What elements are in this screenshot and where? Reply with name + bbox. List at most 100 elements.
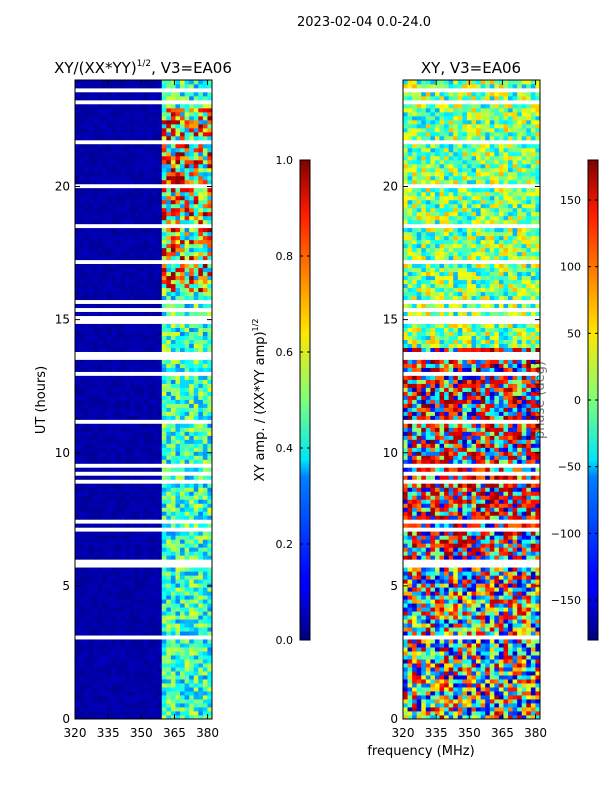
heatmap-cell [175, 359, 181, 364]
heatmap-cell [116, 483, 122, 488]
heatmap-cell [93, 407, 99, 412]
heatmap-cell [512, 639, 518, 644]
heatmap-cell [75, 191, 80, 197]
heatmap-cell [116, 107, 122, 113]
heatmap-cell [439, 651, 445, 656]
heatmap-cell [84, 535, 90, 540]
heatmap-cell [207, 375, 212, 380]
heatmap-cell [189, 119, 195, 125]
heatmap-cell [93, 655, 99, 660]
heatmap-cell [111, 343, 117, 348]
heatmap-cell [84, 475, 90, 480]
heatmap-cell [407, 695, 413, 700]
heatmap-cell [480, 687, 486, 692]
heatmap-cell [207, 83, 212, 89]
heatmap-cell [75, 551, 80, 556]
heatmap-cell [175, 151, 181, 157]
heatmap-cell [439, 647, 445, 652]
heatmap-cell [120, 347, 126, 352]
heatmap-cell [430, 623, 436, 628]
heatmap-cell [152, 623, 158, 628]
heatmap-cell [93, 499, 99, 504]
heatmap-cell [93, 303, 99, 309]
colorbar-tick-label: 0.0 [276, 634, 294, 647]
heatmap-cell [193, 111, 199, 117]
heatmap-cell [166, 507, 172, 512]
heatmap-cell [180, 367, 185, 372]
heatmap-cell [120, 80, 126, 85]
heatmap-cell [448, 651, 454, 656]
heatmap-cell [198, 267, 204, 273]
heatmap-cell [97, 227, 103, 233]
heatmap-cell [202, 219, 208, 225]
heatmap-cell [416, 659, 422, 664]
heatmap-cell [75, 131, 80, 137]
heatmap-cell [448, 667, 454, 672]
heatmap-cell [120, 531, 126, 536]
heatmap-cell [84, 627, 90, 632]
heatmap-cell [125, 235, 131, 241]
heatmap-cell [111, 707, 117, 712]
heatmap-cell [152, 119, 158, 125]
heatmap-cell [106, 715, 112, 719]
heatmap-cell [175, 107, 181, 113]
heatmap-cell [88, 555, 94, 560]
heatmap-cell [175, 447, 181, 452]
heatmap-cell [120, 651, 126, 656]
heatmap-cell [88, 143, 94, 149]
heatmap-cell [97, 643, 103, 648]
heatmap-cell [148, 279, 154, 285]
heatmap-cell [102, 275, 108, 281]
heatmap-cell [120, 403, 126, 408]
heatmap-cell [120, 543, 126, 548]
heatmap-cell [193, 195, 199, 201]
heatmap-cell [521, 663, 527, 668]
heatmap-cell [189, 679, 195, 684]
heatmap-cell [198, 611, 204, 616]
heatmap-cell [430, 675, 436, 680]
heatmap-cell [170, 595, 176, 600]
heatmap-cell [170, 715, 176, 719]
heatmap-cell [152, 95, 158, 101]
heatmap-cell [166, 167, 172, 173]
heatmap-cell [138, 263, 144, 269]
heatmap-cell [207, 543, 212, 548]
heatmap-cell [129, 667, 135, 672]
heatmap-cell [134, 679, 140, 684]
heatmap-cell [111, 607, 117, 612]
heatmap-cell [157, 431, 163, 436]
heatmap-cell [84, 203, 90, 209]
heatmap-cell [93, 83, 99, 89]
heatmap-cell [152, 359, 158, 364]
heatmap-cell [152, 399, 158, 404]
heatmap-cell [462, 707, 468, 712]
heatmap-cell [157, 403, 163, 408]
heatmap-cell [189, 171, 195, 177]
heatmap-cell [175, 347, 181, 352]
heatmap-cell [93, 607, 99, 612]
heatmap-cell [157, 283, 163, 289]
heatmap-cell [157, 655, 163, 660]
heatmap-cell [148, 123, 154, 129]
heatmap-cell [425, 623, 431, 628]
heatmap-cell [75, 119, 80, 125]
heatmap-cell [202, 251, 208, 257]
heatmap-cell [189, 387, 195, 392]
heatmap-cell [134, 643, 140, 648]
heatmap-cell [184, 499, 190, 504]
heatmap-cell [79, 203, 85, 209]
heatmap-cell [476, 611, 482, 616]
heatmap-cell [129, 303, 135, 309]
heatmap-cell [189, 195, 195, 201]
heatmap-cell [84, 95, 90, 101]
heatmap-cell [161, 647, 167, 652]
heatmap-cell [202, 383, 208, 388]
heatmap-cell [102, 367, 108, 372]
heatmap-cell [207, 399, 212, 404]
heatmap-cell [102, 675, 108, 680]
heatmap-cell [157, 619, 163, 624]
heatmap-cell [148, 583, 154, 588]
heatmap-cell [75, 363, 80, 368]
heatmap-cell [207, 159, 212, 165]
heatmap-cell [166, 627, 172, 632]
